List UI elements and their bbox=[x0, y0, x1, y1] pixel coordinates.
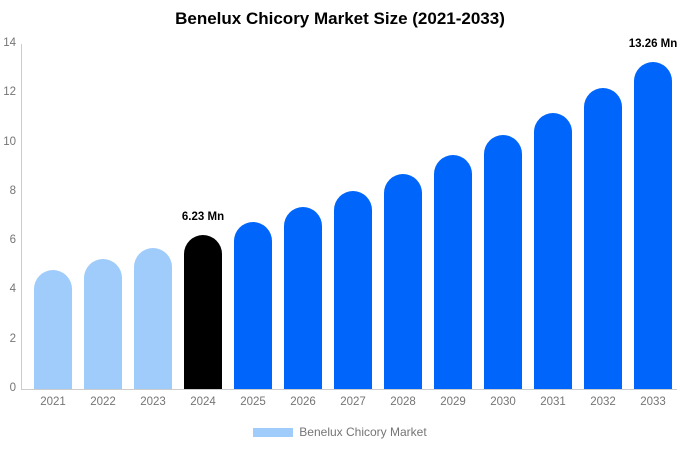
x-tick-2028: 2028 bbox=[390, 396, 416, 408]
chart-title: Benelux Chicory Market Size (2021-2033) bbox=[175, 9, 505, 28]
x-tick-2022: 2022 bbox=[90, 396, 116, 408]
legend-swatch bbox=[253, 427, 294, 437]
x-tick-2030: 2030 bbox=[490, 396, 516, 408]
bar-value-label-2033: 13.26 Mn bbox=[628, 38, 678, 51]
bar-2028[interactable] bbox=[384, 174, 422, 389]
x-tick-2021: 2021 bbox=[40, 396, 66, 408]
bar-2024[interactable] bbox=[184, 235, 222, 389]
y-tick-12: 12 bbox=[3, 86, 16, 99]
y-tick-0: 0 bbox=[9, 382, 16, 394]
bar-value-label-2024: 6.23 Mn bbox=[181, 211, 225, 224]
x-tick-2024: 2024 bbox=[190, 396, 216, 408]
bar-2031[interactable] bbox=[534, 113, 572, 389]
y-tick-14: 14 bbox=[3, 37, 16, 49]
bar-2029[interactable] bbox=[434, 155, 472, 389]
x-tick-2031: 2031 bbox=[540, 396, 566, 408]
legend-label: Benelux Chicory Market bbox=[299, 425, 427, 439]
bar-2022[interactable] bbox=[84, 259, 122, 389]
bar-2033[interactable] bbox=[634, 62, 672, 389]
y-tick-10: 10 bbox=[3, 135, 16, 148]
bar-2025[interactable] bbox=[234, 222, 272, 389]
bar-2030[interactable] bbox=[484, 135, 522, 389]
x-tick-2025: 2025 bbox=[240, 396, 266, 408]
x-tick-2023: 2023 bbox=[140, 396, 166, 408]
y-tick-6: 6 bbox=[9, 234, 16, 247]
x-tick-2029: 2029 bbox=[440, 396, 466, 408]
x-tick-2032: 2032 bbox=[590, 396, 616, 408]
bar-2032[interactable] bbox=[584, 88, 622, 389]
bar-2027[interactable] bbox=[334, 191, 372, 389]
x-tick-2026: 2026 bbox=[290, 396, 316, 408]
x-tick-2027: 2027 bbox=[340, 396, 366, 408]
x-tick-2033: 2033 bbox=[640, 396, 666, 408]
y-tick-8: 8 bbox=[9, 184, 16, 197]
bar-2026[interactable] bbox=[284, 207, 322, 389]
legend-item[interactable]: Benelux Chicory Market bbox=[0, 424, 680, 440]
bar-2023[interactable] bbox=[134, 248, 172, 389]
plot-area: 2021 2022 2023 2024 2025 2026 2027 2028 2029 2030… bbox=[21, 38, 677, 408]
y-tick-4: 4 bbox=[9, 283, 16, 296]
bar-2021[interactable] bbox=[34, 270, 72, 389]
y-tick-2: 2 bbox=[9, 332, 16, 345]
